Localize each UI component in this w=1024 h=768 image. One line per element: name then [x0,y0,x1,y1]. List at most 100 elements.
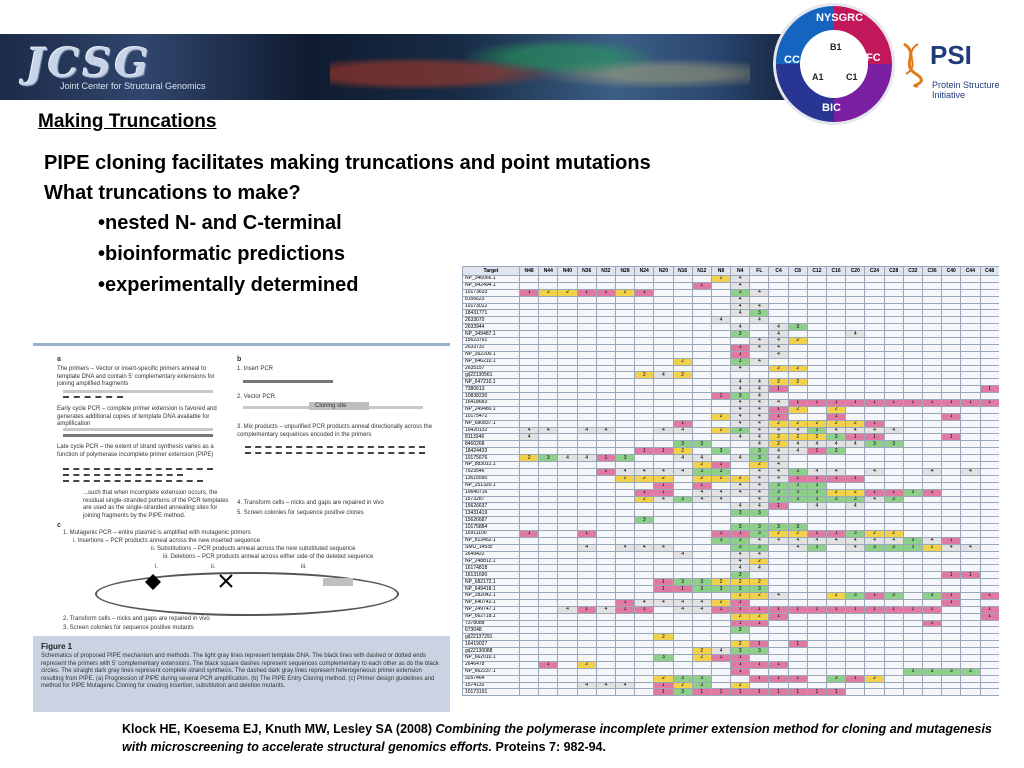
result-cell: 4 [672,550,693,559]
result-cell: 2 [768,433,789,442]
result-cell [614,612,636,621]
result-cell: 2 [749,557,770,566]
result-cell [557,626,578,635]
result-cell [768,281,789,290]
table-row: 3257464 2 3 3 1 1 1 3 1 2 [462,674,999,683]
result-cell: 2 [634,474,655,483]
result-cell [614,667,636,676]
target-id-cell: gi|22130561 [462,371,520,380]
result-cell [768,550,789,559]
result-cell [921,378,943,387]
result-cell [595,385,616,394]
result-cell [960,474,981,483]
result-cell [941,405,962,414]
result-cell [979,653,999,662]
template-strand [63,390,213,393]
target-id-cell: NP_813452.1 [462,536,520,545]
result-cell [979,578,999,587]
result-cell [653,550,674,559]
psi-logo-subtitle: Protein Structure Initiative [932,80,1000,100]
result-cell [672,288,693,297]
result-cell [806,509,828,518]
result-cell [557,557,578,566]
result-cell [653,626,674,635]
result-cell [691,405,712,414]
result-cell [691,523,712,531]
target-id-cell: 16418683 [462,399,520,407]
table-row: NP_346066.1 2 4 [462,275,999,283]
result-cell [595,488,616,497]
figure-b3: 3. Mix products – unpurified PCR product… [237,424,433,438]
result-cell [538,640,559,649]
result-cell: 1 [845,474,866,483]
result-cell [557,343,578,352]
result-cell [518,509,540,518]
result-cell [518,495,540,504]
result-cell [518,447,540,456]
result-cell: 1 [730,619,751,628]
figure-a-late: Late cycle PCR – the extent of strand sy… [57,444,214,458]
result-cell [960,343,981,352]
result-cell [941,364,962,373]
result-cell: 1 [518,288,540,297]
result-cell [749,626,770,635]
result-cell [806,337,828,345]
result-cell [691,316,712,325]
result-cell [883,330,904,339]
result-cell [557,467,578,476]
result-cell [595,516,616,525]
table-row: NP_813452.1 3 3 4 4 4 4 4 4 4 4 3 4 1 [462,536,999,545]
result-cell [902,385,923,394]
result-cell [749,371,770,380]
result-cell [941,281,962,290]
result-cell: 3 [845,529,866,538]
result-cell [960,536,981,545]
result-cell: 3 [825,447,847,456]
result-cell [538,405,559,414]
result-cell [595,688,616,696]
result-cell [845,571,866,580]
result-cell: 2 [787,405,808,414]
result-cell [787,275,808,283]
result-cell [518,523,540,531]
result-cell [576,640,597,649]
result-cell: 4 [845,330,866,339]
result-cell: 4 [749,316,770,325]
result-cell [941,481,962,490]
result-cell [864,612,885,621]
result-cell [653,350,674,359]
result-cell: 3 [749,543,770,552]
result-cell [518,440,540,449]
result-cell [921,323,943,332]
table-row: 1574132 4 4 4 1 2 3 2 [462,681,999,690]
result-cell [538,412,559,421]
result-cell: 4 [730,399,751,407]
result-cell: 3 [768,481,789,490]
result-cell: 3 [941,667,962,676]
figure-caption-title: Figure 1 [41,642,73,651]
table-row: 2646478 1 2 1 1 1 [462,660,999,669]
table-row: 2635157 4 2 2 [462,364,999,373]
result-cell [538,502,559,511]
result-cell [921,288,943,297]
table-row: 15626687 3 [462,516,999,525]
result-cell [806,653,828,662]
result-cell [749,667,770,676]
result-cell [634,578,655,587]
target-id-cell: gi|22137291 [462,633,520,642]
result-cell [787,302,808,311]
result-cell [845,481,866,490]
result-cell [921,550,943,559]
result-cell [595,440,616,449]
result-cell: 3 [825,433,847,442]
result-cell: 4 [749,412,770,421]
table-body: NP_346066.1 2 4 NP_642494.1 1 4 10173633 1 2 2 1 1 2… [462,275,999,696]
result-cell [749,330,770,339]
result-cell: 4 [730,550,751,559]
result-cell [845,667,866,676]
result-cell [672,385,693,394]
result-cell [921,598,943,607]
result-cell [672,543,693,552]
result-cell: 4 [730,405,751,414]
result-cell: 3 [902,536,923,545]
